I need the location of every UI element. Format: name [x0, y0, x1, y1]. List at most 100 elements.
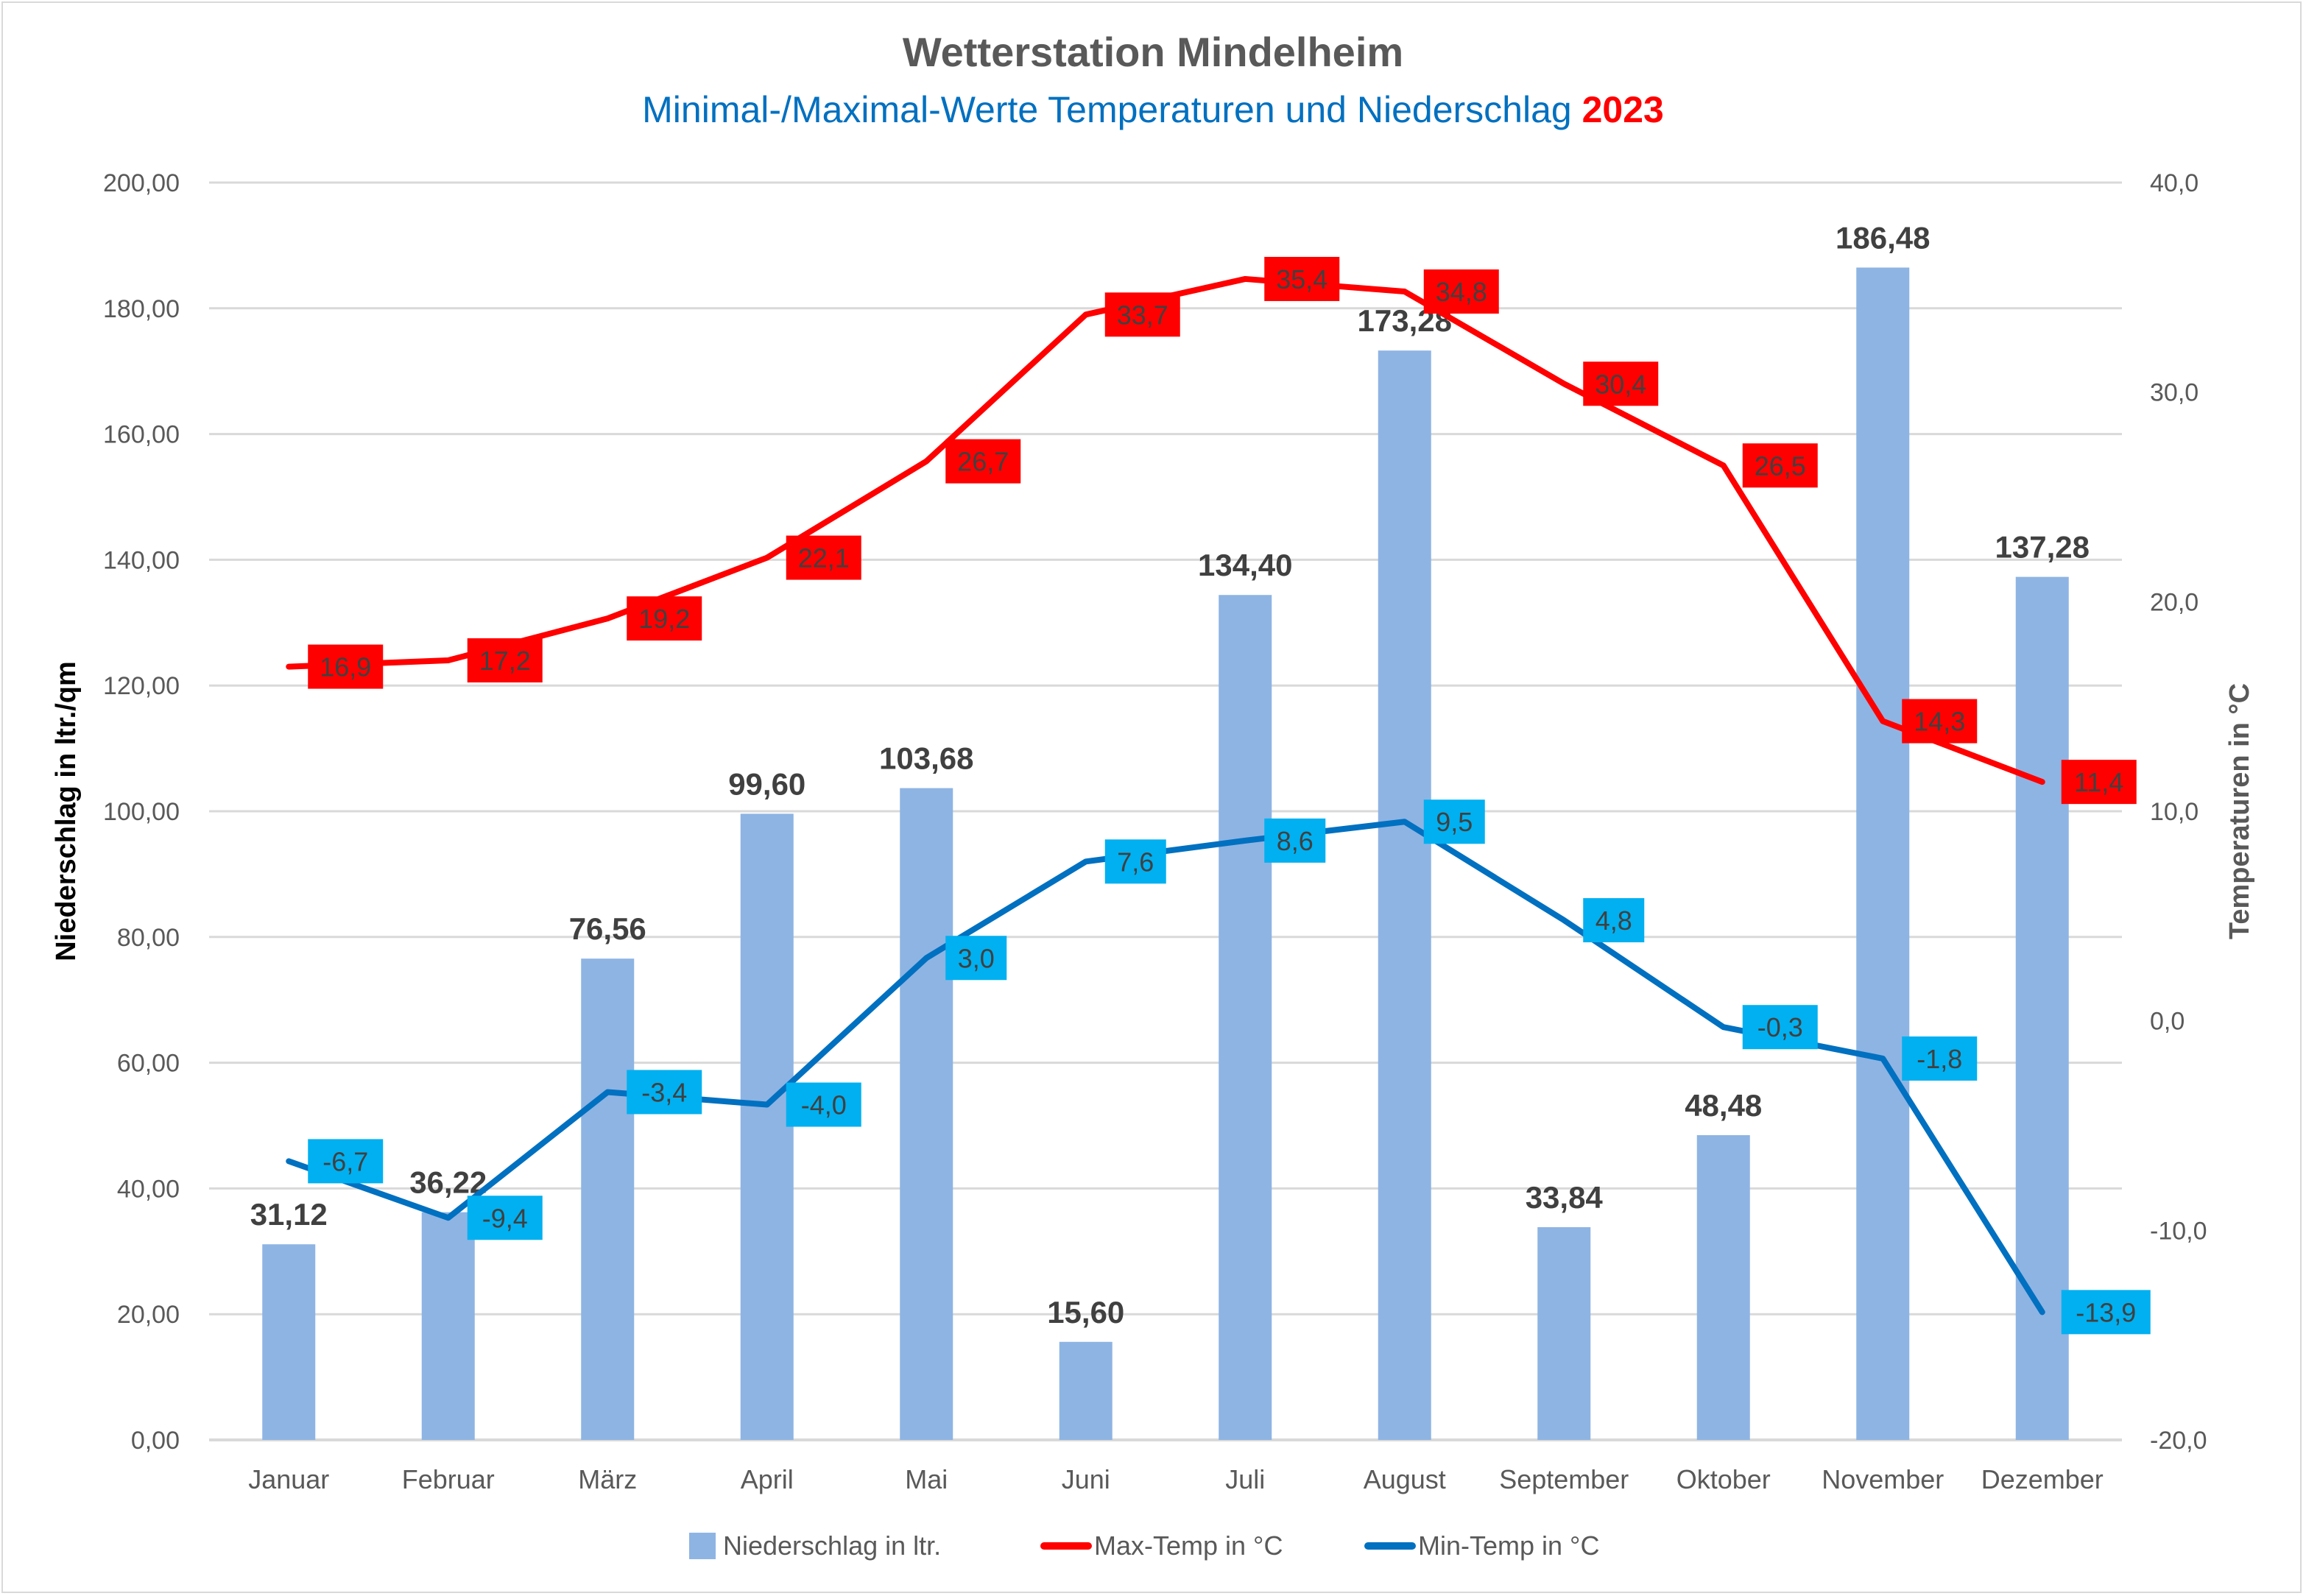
x-category-label: Juli — [1225, 1464, 1265, 1494]
legend-label: Niederschlag in ltr. — [723, 1530, 941, 1561]
y-axis-right-title: Temperaturen in °C — [2224, 683, 2255, 939]
subtitle-text: Minimal-/Maximal-Werte Temperaturen und … — [642, 89, 1572, 130]
label-text: 26,5 — [1755, 451, 1806, 481]
max-temp-label: 30,4 — [1583, 361, 1659, 406]
max-temp-label: 26,7 — [945, 439, 1021, 484]
label-box — [467, 1196, 543, 1240]
label-text: 9,5 — [1436, 807, 1473, 837]
y-right-tick-label: -10,0 — [2150, 1217, 2207, 1245]
label-text: -13,9 — [2076, 1297, 2136, 1327]
x-category-label: Oktober — [1676, 1464, 1771, 1494]
y-left-tick-label: 80,00 — [117, 924, 180, 952]
label-text: 35,4 — [1276, 264, 1327, 294]
bar-value-label: 99,60 — [728, 766, 805, 801]
max-temp-label: 16,9 — [308, 644, 384, 689]
max-temp-label: 34,8 — [1423, 269, 1499, 314]
y-left-tick-label: 180,00 — [103, 295, 180, 323]
bars-series — [262, 267, 2069, 1440]
x-category-label: Januar — [248, 1464, 329, 1494]
label-box — [1583, 898, 1645, 943]
bar — [2015, 576, 2069, 1440]
x-axis-categories: Januar Februar März April Mai Juni Juli August S… — [248, 1464, 2104, 1494]
label-text: 16,9 — [320, 652, 371, 682]
x-category-label: April — [741, 1464, 794, 1494]
bar-value-label: 33,84 — [1526, 1180, 1604, 1215]
bar-value-label: 186,48 — [1836, 220, 1930, 255]
min-temp-label: -0,3 — [1742, 1005, 1818, 1050]
max-temp-label: 14,3 — [1902, 699, 1978, 744]
label-text: 30,4 — [1595, 369, 1646, 399]
bar-value-label: 48,48 — [1685, 1088, 1762, 1123]
x-category-label: September — [1499, 1464, 1629, 1494]
label-box — [2061, 760, 2137, 805]
label-text: 33,7 — [1117, 300, 1168, 330]
label-text: 22,1 — [798, 543, 850, 573]
y-axis-right-ticks: -20,0 -10,0 0,0 10,0 20,0 30,0 40,0 — [2150, 169, 2207, 1455]
min-temp-label: 9,5 — [1423, 799, 1485, 844]
label-box — [627, 1070, 702, 1115]
label-box — [945, 936, 1007, 981]
y-right-tick-label: -20,0 — [2150, 1427, 2207, 1455]
label-text: -0,3 — [1757, 1012, 1803, 1042]
label-text: -6,7 — [322, 1146, 368, 1176]
x-category-label: Februar — [402, 1464, 495, 1494]
label-text: 3,0 — [958, 943, 995, 973]
y-left-tick-label: 200,00 — [103, 169, 180, 197]
min-temp-label: -13,9 — [2061, 1290, 2151, 1335]
label-text: 7,6 — [1117, 847, 1154, 877]
chart-title: Wetterstation Mindelheim — [902, 29, 1404, 75]
label-box — [627, 596, 702, 641]
min-temp-label: -6,7 — [308, 1139, 384, 1184]
y-right-tick-label: 20,0 — [2150, 588, 2199, 616]
y-right-tick-label: 0,0 — [2150, 1008, 2185, 1036]
x-category-label: Juni — [1062, 1464, 1110, 1494]
label-box — [786, 1082, 861, 1127]
bar — [262, 1244, 316, 1440]
label-text: -9,4 — [482, 1203, 528, 1233]
min-temp-label: -3,4 — [627, 1070, 702, 1115]
x-category-label: August — [1364, 1464, 1446, 1494]
min-temp-label: 3,0 — [945, 936, 1007, 981]
label-box — [1742, 1005, 1818, 1050]
subtitle-year: 2023 — [1582, 89, 1664, 130]
min-temp-label: 8,6 — [1264, 818, 1326, 863]
bar-value-label: 15,60 — [1047, 1295, 1124, 1330]
bar — [1059, 1341, 1113, 1440]
x-category-label: März — [578, 1464, 637, 1494]
max-temp-label: 11,4 — [2061, 760, 2137, 805]
bar — [1219, 595, 1272, 1440]
min-temp-label: -4,0 — [786, 1082, 861, 1127]
bar — [581, 958, 635, 1440]
y-left-tick-label: 160,00 — [103, 421, 180, 449]
label-box — [1742, 443, 1818, 488]
max-temp-label: 22,1 — [786, 535, 861, 580]
label-box — [1264, 818, 1326, 863]
label-box — [786, 535, 861, 580]
label-text: 17,2 — [479, 646, 531, 676]
min-temp-label: -9,4 — [467, 1196, 543, 1240]
y-right-tick-label: 30,0 — [2150, 379, 2199, 407]
y-left-tick-label: 100,00 — [103, 798, 180, 826]
label-box — [1264, 256, 1340, 301]
label-text: 19,2 — [638, 604, 690, 634]
bar-value-label: 134,40 — [1198, 548, 1292, 582]
y-right-tick-label: 10,0 — [2150, 798, 2199, 826]
y-axis-left-title: Niederschlag in ltr./qm — [51, 661, 82, 961]
bar — [1696, 1134, 1750, 1440]
x-category-label: Dezember — [1981, 1464, 2104, 1494]
max-temp-label: 33,7 — [1104, 292, 1180, 337]
max-temp-label: 17,2 — [467, 638, 543, 683]
legend-label: Max-Temp in °C — [1094, 1530, 1283, 1561]
bar — [740, 813, 794, 1440]
label-box — [1902, 1036, 1978, 1081]
y-left-tick-label: 0,00 — [131, 1427, 180, 1455]
label-box — [2061, 1290, 2151, 1335]
label-text: 26,7 — [957, 447, 1009, 477]
label-box — [1423, 269, 1499, 314]
max-temp-label: 35,4 — [1264, 256, 1340, 301]
bar-value-label: 137,28 — [1995, 530, 2090, 565]
label-text: 4,8 — [1595, 905, 1632, 936]
y-left-tick-label: 60,00 — [117, 1050, 180, 1078]
